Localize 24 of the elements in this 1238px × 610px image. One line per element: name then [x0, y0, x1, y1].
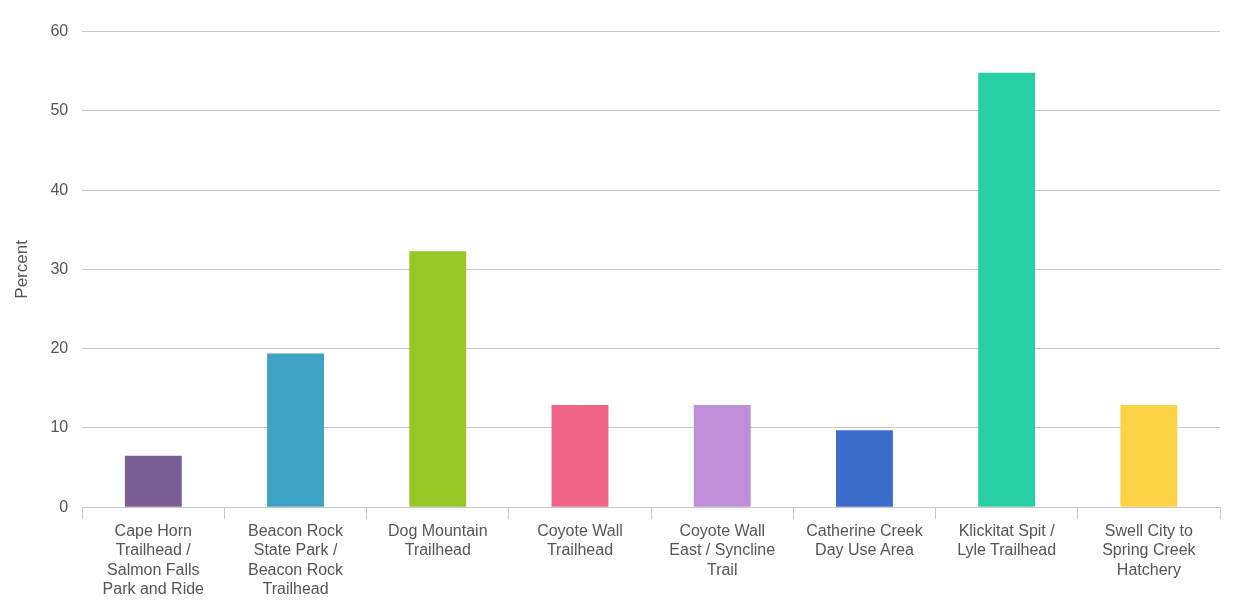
x-tick-label: Coyote Wall Trailhead	[537, 522, 623, 559]
x-tick-label: Beacon Rock State Park / Beacon Rock Trailhead	[247, 522, 345, 597]
x-tick-label: Coyote Wall East / Syncline Trail	[669, 522, 776, 578]
y-tick-label: 60	[50, 22, 69, 40]
bar	[409, 251, 467, 507]
x-tick-label: Klickitat Spit / Lyle Trailhead	[957, 522, 1057, 559]
y-tick-label: 40	[50, 180, 69, 198]
bar	[267, 353, 324, 507]
x-tick-label: Dog Mountain Trailhead	[387, 522, 488, 559]
y-tick-label: 0	[59, 497, 69, 515]
y-tick-label: 30	[50, 259, 69, 277]
x-tick-label: Cape Horn Trailhead / Salmon Falls Park and Ride	[102, 522, 205, 597]
y-tick-label: 10	[50, 418, 69, 436]
x-tick-label: Catherine Creek Day Use Area	[806, 522, 924, 559]
bar	[693, 404, 751, 507]
bar	[551, 404, 609, 507]
bar	[978, 72, 1036, 507]
bar	[835, 430, 893, 507]
bar	[124, 455, 182, 507]
x-tick-label: Swell City to Spring Creek Hatchery	[1102, 522, 1197, 578]
y-tick-label: 50	[50, 101, 69, 119]
bar	[1120, 404, 1178, 507]
y-axis-title: Percent	[11, 239, 31, 299]
y-tick-label: 20	[50, 339, 69, 357]
